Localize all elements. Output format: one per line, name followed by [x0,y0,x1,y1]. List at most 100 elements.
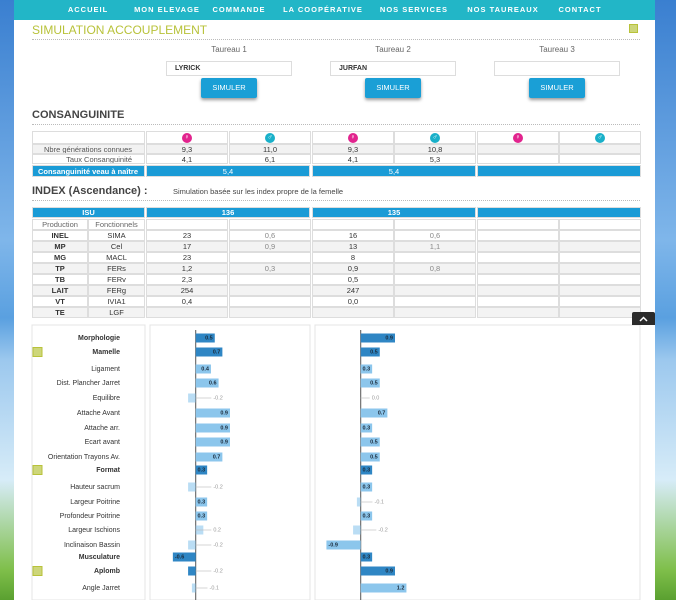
bar [360,511,373,521]
nav-item[interactable]: NOS SERVICES [379,5,449,14]
value-label: -0.6 [175,554,184,560]
simulate-button[interactable]: SIMULER [201,78,257,98]
bar [188,566,196,576]
value-label: 0.7 [378,410,386,416]
category-label: Hauteur sacrum [70,484,120,491]
bar [360,437,380,447]
func-label: LGF [88,307,145,318]
value-label: 0.3 [362,467,370,473]
nav-item[interactable]: LA COOPÉRATIVE [283,5,363,14]
value-cell: 11,0 [229,144,311,154]
value-label: 0.5 [370,439,378,445]
bar [356,497,361,507]
isu-value: 136 [146,207,310,218]
value-cell [394,252,476,263]
label-cell [32,131,145,144]
value-cell: 0,9 [229,241,311,252]
subheader: Production [32,219,88,230]
bar [191,583,196,593]
simulate-button[interactable]: SIMULER [365,78,421,98]
bar [360,465,373,475]
scroll-icon [639,316,648,322]
value-cell [559,230,641,241]
value-label: 0.6 [209,380,217,386]
bar [360,408,388,418]
category-label: Ecart avant [85,439,120,446]
value-cell: 0,0 [312,296,394,307]
section-heading: CONSANGUINITE [32,109,125,121]
bar [360,452,380,462]
divider [32,39,640,40]
page-title: SIMULATION ACCOUPLEMENT [32,23,208,37]
value-cell [229,285,311,296]
value-cell [229,274,311,285]
nav-item[interactable]: CONTACT [558,5,602,14]
value-label: -0.2 [213,395,222,401]
value-label: 0.5 [205,335,213,341]
bar [360,378,380,388]
category-label: Morphologie [78,335,120,342]
cell [477,131,559,144]
scroll-top[interactable] [632,312,655,325]
divider [32,200,640,201]
sex-icon: ♂ [265,133,275,143]
value-cell: 23 [146,252,228,263]
value-cell: 16 [312,230,394,241]
bar [360,583,407,593]
divider [32,124,640,125]
nav-item[interactable]: COMMANDE [212,5,266,14]
value-cell: 247 [312,285,394,296]
value-cell [394,307,476,318]
bar [188,540,196,550]
bar [353,525,361,535]
value-label: -0.2 [213,484,222,490]
bull-input[interactable] [494,61,620,76]
value-label: -0.2 [213,568,222,574]
value-cell: 17 [146,241,228,252]
nav-item[interactable]: MON ELEVAGE [134,5,200,14]
value-label: 0.9 [220,410,228,416]
cell [312,219,394,230]
value-cell [477,144,559,154]
value-label: 0.3 [197,467,205,473]
bar [195,333,215,343]
value-cell [477,252,559,263]
bull-input[interactable]: JURFAN [330,61,456,76]
bar [195,378,219,388]
nav-item[interactable]: NOS TAUREAUX [467,5,539,14]
bull-input[interactable]: LYRICK [166,61,292,76]
value-label: 0.7 [213,349,221,355]
value-cell: 0,5 [312,274,394,285]
category-label: Attache Avant [77,410,120,417]
bar [195,511,208,521]
value-cell: 23 [146,230,228,241]
value-cell [312,307,394,318]
simulate-button[interactable]: SIMULER [529,78,585,98]
value-cell [477,307,559,318]
value-label: 0.5 [370,380,378,386]
value-label: 0.9 [220,425,228,431]
bar [360,347,380,357]
value-cell: 0,6 [229,230,311,241]
category-label: Largeur Poitrine [70,499,120,506]
cell [477,219,559,230]
prod-label: MP [32,241,88,252]
category-label: Orientation Trayons Av. [48,454,120,461]
sex-icon: ♂ [595,133,605,143]
value-label: 0.3 [362,513,370,519]
value-cell: 0,6 [394,230,476,241]
func-label: FERs [88,263,145,274]
value-label: 0.9 [220,439,228,445]
category-label: Profondeur Poitrine [60,513,120,520]
value-cell: 5,4 [146,165,310,177]
value-label: 0.3 [197,513,205,519]
prod-label: MG [32,252,88,263]
value-cell [477,285,559,296]
value-label: 0.9 [385,568,393,574]
value-label: 0.7 [213,454,221,460]
value-label: 0.2 [213,527,221,533]
nav-item[interactable]: ACCUEIL [67,5,109,14]
isu-value: 135 [312,207,476,218]
value-cell [559,307,641,318]
bull-label: Taureau 2 [375,45,411,54]
